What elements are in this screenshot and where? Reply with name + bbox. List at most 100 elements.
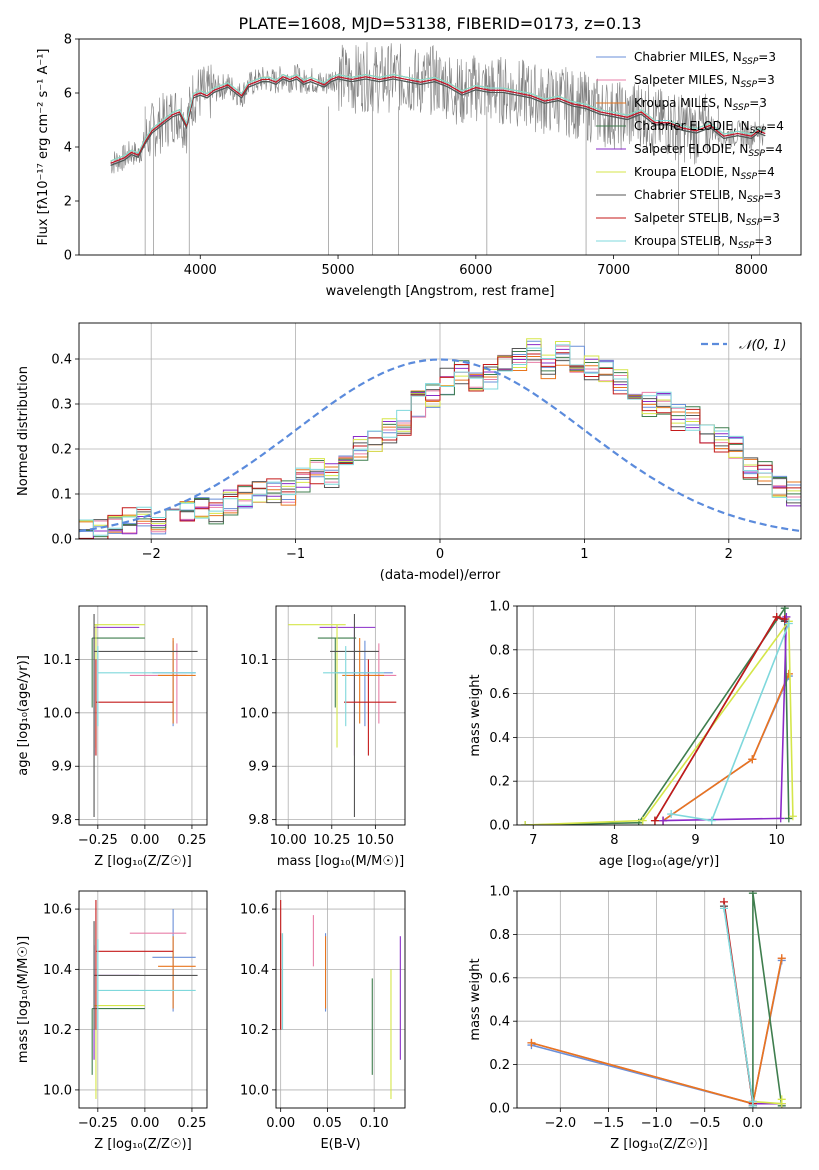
residuals-xtick-label: 1: [580, 547, 588, 562]
massweight_vs_Z-marker: [748, 891, 757, 898]
spectrum-legend-entry: Chabrier STELIB, NSSP=3: [634, 188, 781, 205]
massweight_vs_Z-ytick-label: 0.8: [489, 928, 510, 943]
spectrum-xtick-label: 8000: [735, 263, 768, 278]
spectrum-model-kroupa-stelib: [110, 73, 766, 162]
mass_vs_Z-point-chabrier-stelib: [93, 921, 198, 1030]
spectrum-ylabel: Flux [fλ10⁻¹⁷ erg cm⁻² s⁻¹ A⁻¹]: [36, 49, 51, 246]
massweight_vs_age-panel: 7 8 9 10 0.0 0.2 0.4 0.6 0.8 1.0 age [log₁₀(age/yr…: [468, 600, 802, 869]
age_vs_Z-point-chabrier-stelib: [93, 614, 198, 817]
mass_vs_Z-point-kroupa-miles: [158, 936, 196, 1009]
spectrum-model-chabrier-stelib: [110, 78, 766, 166]
massweight_vs_age-ylabel: mass weight: [468, 674, 483, 756]
massweight_vs_age-xlabel: age [log₁₀(age/yr)]: [599, 854, 720, 869]
massweight_vs_age-ytick-label: 0.2: [489, 775, 510, 790]
residuals-ylabel: Normed distribution: [16, 366, 31, 496]
age_vs_Z-xtick-label: −0.25: [78, 833, 118, 848]
mass_vs_Z-xlabel: Z [log₁₀(Z/Z☉)]: [94, 1137, 191, 1152]
residuals-ytick-label: 0.4: [51, 353, 72, 368]
massweight_vs_Z-ytick-label: 1.0: [489, 885, 510, 900]
legend-subscript: SSP: [742, 57, 759, 67]
spectrum-model-salpeter-stelib: [110, 76, 766, 164]
massweight_vs_age-ytick-label: 0.8: [489, 643, 510, 658]
age_vs_Z-panel: −0.25 0.00 0.25 9.8 9.9 10.0 10.1 Z [log₁₀(Z/Z☉…: [16, 605, 208, 869]
mass_vs_ebv-ytick-label: 10.0: [240, 1083, 269, 1098]
massweight_vs_Z-marker: [777, 1095, 786, 1104]
legend-count: =3: [764, 188, 782, 202]
mass_vs_Z-xtick-label: 0.25: [177, 1116, 206, 1131]
spectrum-axes-frame: [78, 38, 802, 256]
massweight_vs_age-marker: [788, 812, 797, 821]
age_vs_Z-ylabel: age [log₁₀(age/yr)]: [16, 655, 31, 776]
massweight_vs_age-series-kroupa-stelib: [667, 619, 793, 825]
age_vs_mass-axes-frame: [275, 605, 406, 826]
residuals-xtick-label: 2: [725, 547, 733, 562]
age_vs_mass-xlabel: mass [log₁₀(M/M☉)]: [277, 854, 404, 869]
massweight_vs_Z-ytick-label: 0.6: [489, 971, 510, 986]
massweight_vs_age-series-salpeter-stelib: [650, 612, 789, 825]
massweight_vs_age-line: [525, 618, 794, 825]
legend-subscript: SSP: [738, 241, 755, 251]
age_vs_Z-ytick-label: 10.1: [43, 653, 72, 668]
massweight_vs_Z-marker: [527, 1038, 536, 1047]
age_vs_mass-xtick-label: 10.25: [313, 833, 350, 848]
mass_vs_ebv-panel: 0.00 0.05 0.10 10.0 10.2 10.4 10.6 E(B-V): [240, 890, 406, 1152]
histogram-kroupa-stelib: [79, 344, 801, 536]
massweight_vs_Z-xtick-label: 0.0: [743, 1116, 764, 1131]
massweight_vs_age-plot-area: [517, 606, 801, 825]
massweight_vs_age-ytick-label: 0.6: [489, 687, 510, 702]
massweight_vs_age-marker: [748, 755, 757, 764]
residuals-xtick-label: 0: [436, 547, 444, 562]
normal-reference-curve: [79, 358, 801, 533]
age_vs_mass-point-kroupa-elodie: [288, 624, 346, 748]
massweight_vs_Z-marker: [748, 1101, 757, 1108]
spectrum-ytick-label: 2: [64, 195, 72, 210]
age_vs_mass-plot-area: [276, 606, 405, 825]
age_vs_Z-ytick-label: 9.9: [51, 760, 72, 775]
residuals-ytick-label: 0.3: [51, 398, 72, 413]
spectrum-ytick-label: 6: [64, 87, 72, 102]
residuals-ytick-label: 0.2: [51, 443, 72, 458]
age_vs_Z-point-salpeter-stelib: [95, 659, 174, 756]
massweight_vs_age-marker: [780, 615, 789, 624]
spectrum-ytick-label: 0: [64, 249, 72, 264]
residuals-plot-area: [79, 323, 801, 539]
spectrum-legend-entry: Chabrier MILES, NSSP=3: [634, 50, 776, 67]
age_vs_mass-panel: 10.00 10.25 10.50 9.8 9.9 10.0 10.1 mass [log₁₀…: [240, 605, 406, 869]
age_vs_mass-point-kroupa-stelib: [323, 646, 385, 727]
massweight_vs_Z-xtick-label: −1.0: [641, 1116, 673, 1131]
spectrum-xlabel: wavelength [Angstrom, rest frame]: [326, 284, 555, 299]
massweight_vs_age-ytick-label: 0.4: [489, 731, 510, 746]
legend-subscript: SSP: [750, 126, 767, 136]
mass_vs_Z-point-kroupa-stelib: [97, 939, 196, 1030]
spectrum-legend-entry: Salpeter STELIB, NSSP=3: [634, 211, 780, 228]
legend-count: =4: [757, 165, 775, 179]
age_vs_Z-point-chabrier-elodie: [91, 637, 145, 708]
histogram-salpeter-stelib: [79, 352, 801, 539]
residuals-xtick-label: −1: [286, 547, 305, 562]
massweight_vs_Z-marker: [719, 904, 728, 913]
massweight_vs_age-marker: [784, 619, 793, 628]
spectrum-xtick-label: 4000: [184, 263, 217, 278]
age_vs_Z-point-kroupa-stelib: [97, 646, 196, 727]
spectrum-xtick-label: 5000: [321, 263, 354, 278]
massweight_vs_age-marker: [780, 606, 789, 613]
legend-count: =3: [754, 234, 772, 248]
residuals-ytick-label: 0.0: [51, 533, 72, 548]
spectrum-title: PLATE=1608, MJD=53138, FIBERID=0173, z=0…: [238, 14, 641, 33]
age_vs_mass-xtick-label: 10.00: [270, 833, 307, 848]
spectrum-legend-entry: Chabrier ELODIE, NSSP=4: [634, 119, 784, 136]
age_vs_Z-ytick-label: 10.0: [43, 706, 72, 721]
massweight_vs_age-axes-frame: [516, 605, 802, 826]
mass_vs_Z-ytick-label: 10.6: [43, 903, 72, 918]
massweight_vs_Z-xtick-label: −1.5: [593, 1116, 625, 1131]
massweight_vs_Z-marker: [777, 954, 786, 963]
massweight_vs_age-marker: [776, 814, 785, 823]
mass_vs_Z-ytick-label: 10.0: [43, 1083, 72, 1098]
age_vs_Z-xtick-label: 0.25: [177, 833, 206, 848]
legend-subscript: SSP: [746, 218, 763, 228]
spectrum-legend-entry: Salpeter MILES, NSSP=3: [634, 73, 775, 90]
massweight_vs_age-marker: [667, 810, 676, 819]
residuals-axes-frame: [78, 322, 802, 540]
mass_vs_ebv-xtick-label: 0.10: [360, 1116, 389, 1131]
massweight_vs_age-marker: [707, 816, 716, 825]
